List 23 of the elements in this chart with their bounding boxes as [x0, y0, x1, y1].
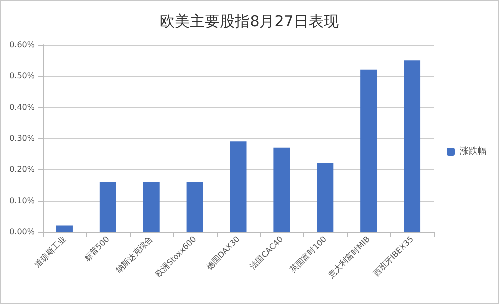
y-tick-label: 0.60% [10, 40, 36, 50]
bar [317, 163, 334, 232]
x-tick-label: 纳斯达克综合 [114, 234, 155, 276]
bar [404, 60, 421, 232]
x-tick-label: 标普500 [82, 234, 112, 264]
y-tick-label: 0.50% [10, 72, 36, 81]
bar [186, 182, 204, 232]
bar [143, 182, 160, 232]
bar [230, 142, 247, 232]
chart-title: 欧美主要股指8月27日表现 [160, 12, 339, 30]
y-tick-label: 0.00% [10, 228, 36, 236]
y-tick-label: 0.10% [10, 196, 36, 206]
bar [100, 182, 116, 232]
bar [56, 226, 73, 232]
x-tick-label: 道琼斯工业 [33, 234, 68, 270]
y-tick-label: 0.30% [10, 134, 36, 143]
y-tick-label: 0.40% [10, 102, 36, 112]
x-tick-label: 意大利富时MIB [326, 234, 372, 281]
bar [360, 70, 378, 232]
y-tick-label: 0.20% [10, 165, 36, 174]
legend-label: 涨跌幅 [460, 146, 487, 157]
x-tick-label: 英国富时100 [288, 234, 329, 275]
bar [274, 148, 290, 232]
